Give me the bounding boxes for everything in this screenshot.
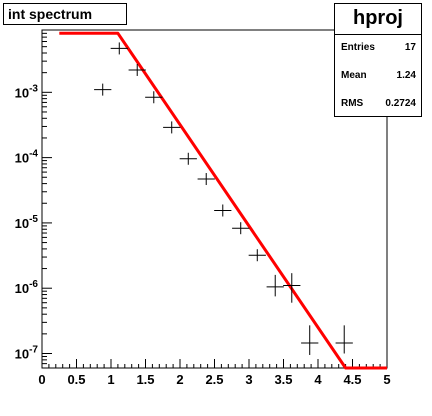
stats-row-rms: RMS 0.2724: [341, 97, 416, 111]
y-tick-label: 10-7: [15, 345, 39, 362]
stats-title: hproj: [335, 4, 421, 35]
data-point: [94, 83, 112, 96]
x-tick-label: 3.5: [274, 372, 292, 387]
data-point: [266, 274, 284, 297]
x-tick-label: 4: [314, 372, 322, 387]
x-tick-label: 3: [245, 372, 252, 387]
data-point: [335, 325, 353, 354]
y-tick-label: 10-5: [15, 214, 39, 231]
fit-curve: [59, 31, 387, 370]
stats-row-mean: Mean 1.24: [341, 69, 416, 83]
stats-value: 17: [404, 42, 416, 53]
y-tick-label: 10-3: [15, 83, 39, 100]
data-point: [110, 42, 128, 55]
data-point: [163, 121, 181, 134]
stats-label: RMS: [341, 98, 364, 109]
data-point: [301, 325, 319, 355]
data-point: [214, 204, 232, 217]
data-point: [197, 173, 215, 186]
data-point: [283, 273, 301, 303]
x-tick-label: 1: [107, 372, 114, 387]
x-tick-label: 2.5: [205, 372, 223, 387]
chart-title-box: int spectrum: [3, 3, 127, 25]
x-tick-label: 1.5: [136, 372, 154, 387]
data-point: [179, 152, 197, 165]
stats-label: Entries: [341, 42, 375, 53]
data-point: [248, 249, 266, 262]
data-point: [128, 63, 146, 76]
stats-label: Mean: [341, 70, 367, 81]
y-tick-label: 10-6: [15, 279, 39, 296]
x-tick-label: 2: [176, 372, 183, 387]
data-point: [145, 91, 163, 104]
x-tick-label: 0: [38, 372, 45, 387]
stats-value: 0.2724: [385, 98, 416, 109]
stats-box: hproj Entries 17 Mean 1.24 RMS 0.2724: [334, 3, 422, 117]
data-point: [232, 222, 250, 235]
stats-row-entries: Entries 17: [341, 41, 416, 55]
x-tick-label: 5: [383, 372, 390, 387]
x-tick-label: 0.5: [67, 372, 85, 387]
x-tick-label: 4.5: [343, 372, 361, 387]
stats-value: 1.24: [396, 70, 416, 81]
y-tick-label: 10-4: [15, 149, 39, 166]
